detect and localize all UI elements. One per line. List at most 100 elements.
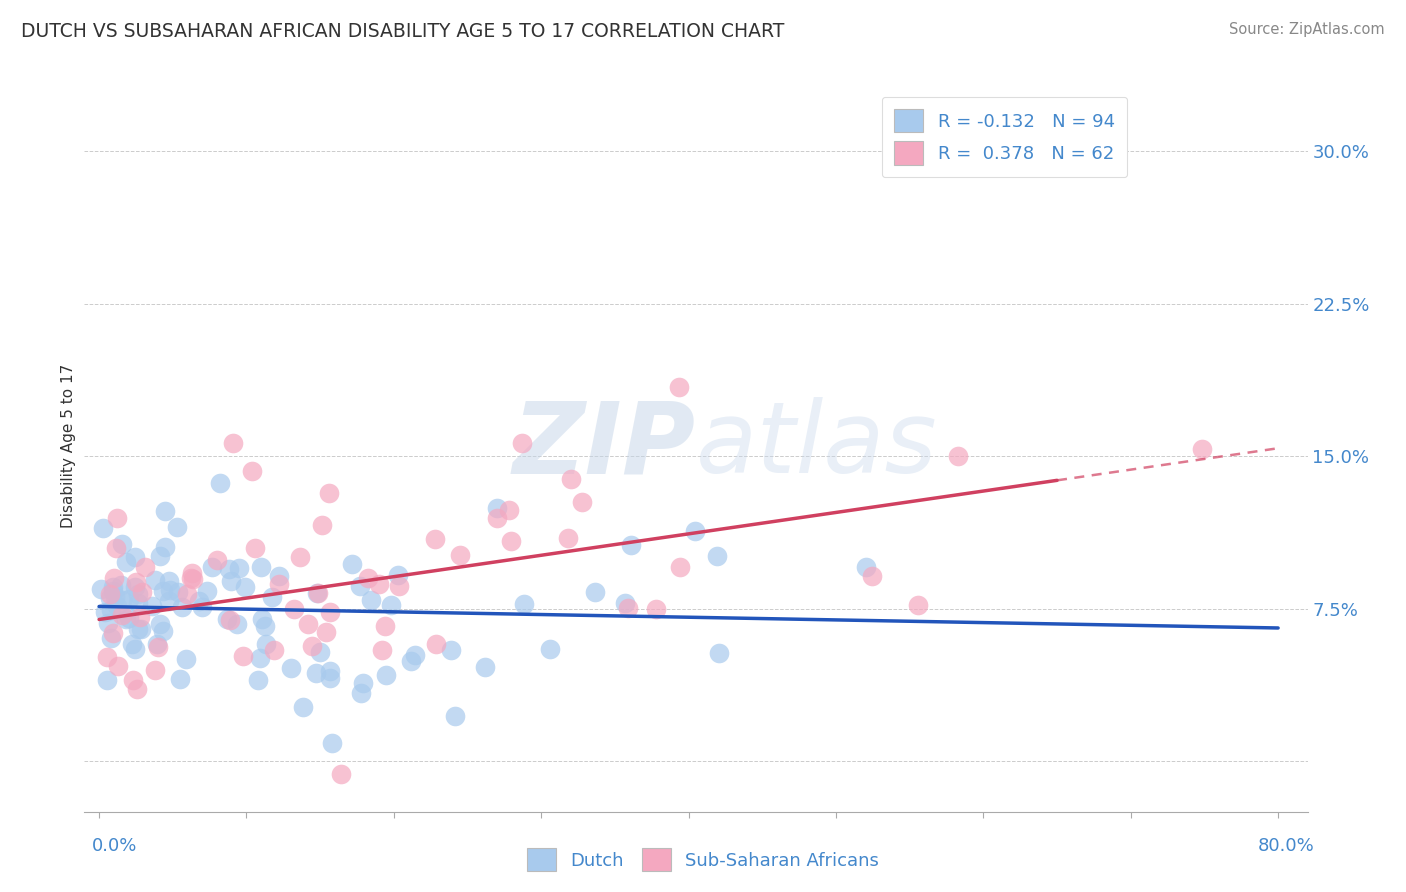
Point: [232, 648, 254, 663]
Point: [250, 612, 273, 626]
Point: [249, 651, 271, 665]
Point: [707, 646, 730, 660]
Text: DUTCH VS SUBSAHARAN AFRICAN DISABILITY AGE 5 TO 17 CORRELATION CHART: DUTCH VS SUBSAHARAN AFRICAN DISABILITY A…: [21, 22, 785, 41]
Point: [104, 541, 127, 555]
Point: [374, 619, 396, 633]
Point: [512, 597, 534, 611]
Point: [583, 585, 606, 599]
Point: [152, 584, 174, 599]
Point: [512, 436, 534, 450]
Point: [305, 665, 328, 680]
Point: [855, 560, 877, 574]
Point: [129, 609, 152, 624]
Point: [121, 673, 143, 687]
Y-axis label: Disability Age 5 to 17: Disability Age 5 to 17: [60, 364, 76, 528]
Point: [245, 541, 267, 555]
Point: [329, 766, 352, 780]
Point: [388, 579, 411, 593]
Point: [425, 637, 447, 651]
Point: [222, 435, 245, 450]
Point: [614, 596, 637, 610]
Point: [121, 636, 143, 650]
Point: [180, 570, 202, 584]
Point: [283, 602, 305, 616]
Text: ZIP: ZIP: [513, 398, 696, 494]
Point: [107, 816, 129, 830]
Point: [297, 617, 319, 632]
Legend: Dutch, Sub-Saharan Africans: Dutch, Sub-Saharan Africans: [520, 841, 886, 879]
Point: [352, 676, 374, 690]
Point: [181, 573, 204, 587]
Point: [669, 560, 692, 574]
Point: [263, 643, 285, 657]
Point: [246, 673, 269, 687]
Point: [152, 624, 174, 639]
Point: [105, 599, 128, 614]
Point: [668, 380, 690, 394]
Point: [146, 637, 169, 651]
Point: [215, 612, 238, 626]
Point: [143, 574, 166, 588]
Point: [309, 645, 332, 659]
Point: [169, 672, 191, 686]
Point: [91, 520, 114, 534]
Point: [105, 511, 128, 525]
Point: [166, 585, 188, 599]
Point: [571, 495, 593, 509]
Point: [134, 560, 156, 574]
Point: [118, 591, 141, 606]
Point: [153, 540, 176, 554]
Point: [111, 592, 134, 607]
Point: [157, 574, 180, 588]
Point: [387, 567, 409, 582]
Point: [124, 580, 146, 594]
Point: [124, 642, 146, 657]
Point: [149, 617, 172, 632]
Point: [374, 668, 396, 682]
Point: [340, 557, 363, 571]
Point: [321, 736, 343, 750]
Point: [617, 601, 640, 615]
Point: [125, 574, 148, 589]
Point: [557, 531, 579, 545]
Text: 80.0%: 80.0%: [1258, 837, 1315, 855]
Point: [357, 571, 380, 585]
Point: [94, 605, 117, 619]
Point: [269, 577, 291, 591]
Point: [240, 464, 263, 478]
Point: [1191, 442, 1213, 456]
Point: [166, 520, 188, 534]
Point: [219, 574, 242, 589]
Point: [145, 663, 167, 677]
Point: [127, 622, 149, 636]
Point: [127, 682, 149, 697]
Point: [380, 598, 402, 612]
Point: [498, 503, 520, 517]
Point: [141, 599, 163, 613]
Point: [560, 472, 582, 486]
Point: [267, 569, 290, 583]
Point: [100, 603, 122, 617]
Point: [233, 580, 256, 594]
Point: [368, 577, 391, 591]
Point: [96, 616, 118, 631]
Point: [127, 587, 149, 601]
Point: [96, 650, 118, 665]
Point: [683, 524, 706, 538]
Point: [208, 475, 231, 490]
Point: [423, 532, 446, 546]
Point: [318, 486, 340, 500]
Point: [103, 571, 125, 585]
Point: [349, 579, 371, 593]
Point: [301, 639, 323, 653]
Point: [153, 503, 176, 517]
Point: [172, 599, 194, 614]
Point: [228, 560, 250, 574]
Point: [474, 659, 496, 673]
Point: [111, 537, 134, 551]
Point: [305, 585, 328, 599]
Point: [98, 591, 121, 605]
Point: [226, 616, 249, 631]
Point: [174, 652, 197, 666]
Point: [201, 559, 224, 574]
